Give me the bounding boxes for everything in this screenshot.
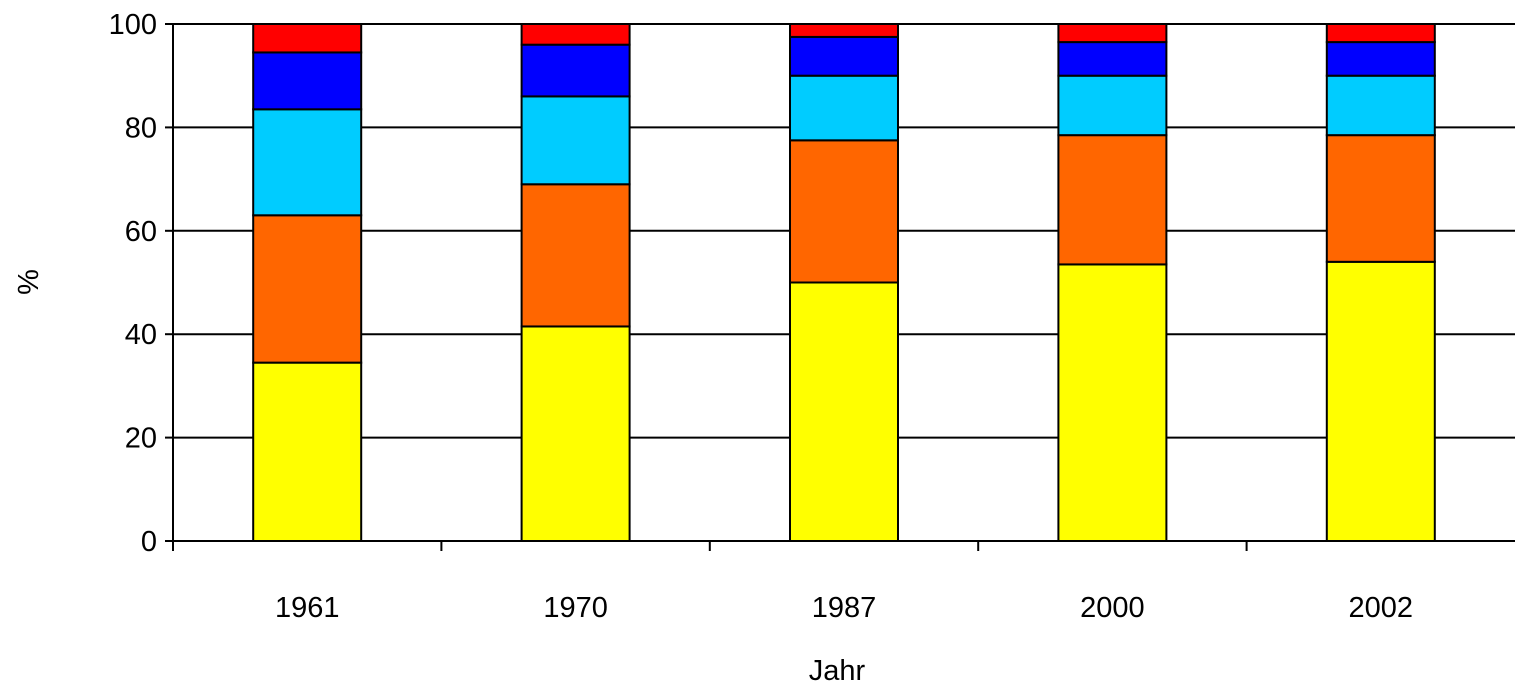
bar-segment (520, 325, 631, 542)
y-tick-label: 80 (125, 112, 157, 144)
x-tick-label: 1987 (812, 592, 877, 624)
bar-segment (252, 361, 363, 543)
y-tick-label: 0 (141, 526, 157, 558)
bar-stack (1057, 23, 1168, 542)
bar-segment (789, 139, 899, 284)
y-tick-label: 100 (109, 9, 157, 41)
bar-segment (789, 23, 899, 38)
bar-stack (1325, 23, 1436, 542)
bar-segment (1325, 134, 1436, 263)
y-tick-label: 40 (125, 319, 157, 351)
y-tick-label: 60 (125, 216, 157, 248)
bar-segment (789, 35, 899, 77)
x-axis-title: Jahr (809, 655, 866, 687)
bar-segment (252, 51, 363, 111)
bar-segment (789, 281, 899, 542)
bar-segment (1325, 23, 1436, 44)
bar-segment (1057, 134, 1168, 266)
bar-stacks (252, 23, 1436, 543)
bar-segment (252, 214, 363, 364)
bar-segment (1057, 23, 1168, 44)
y-tick-label: 20 (125, 423, 157, 455)
x-tick-labels: 1961 1970 1987 2000 2002 (275, 592, 1413, 624)
bar-stack (252, 23, 363, 543)
bar-segment (520, 43, 631, 98)
bar-segment (1057, 263, 1168, 542)
bar-stack (520, 23, 631, 542)
x-tick-label: 2000 (1080, 592, 1145, 624)
bar-segment (1325, 74, 1436, 137)
bar-segment (252, 23, 363, 54)
bar-segment (1325, 41, 1436, 77)
bar-segment (789, 74, 899, 142)
axes (165, 23, 1515, 551)
bar-segment (520, 183, 631, 328)
bar-segment (1057, 41, 1168, 77)
bar-segment (1057, 74, 1168, 137)
bar-segment (520, 23, 631, 46)
bar-segment (1325, 260, 1436, 542)
x-tick-label: 1961 (275, 592, 340, 624)
y-axis-title: % (13, 269, 45, 295)
bar-stack (789, 23, 899, 542)
bar-segment (252, 108, 363, 217)
bar-segment (520, 95, 631, 186)
x-tick-label: 2002 (1349, 592, 1414, 624)
y-tick-labels: 0 20 40 60 80 100 (109, 9, 157, 558)
x-tick-label: 1970 (543, 592, 608, 624)
